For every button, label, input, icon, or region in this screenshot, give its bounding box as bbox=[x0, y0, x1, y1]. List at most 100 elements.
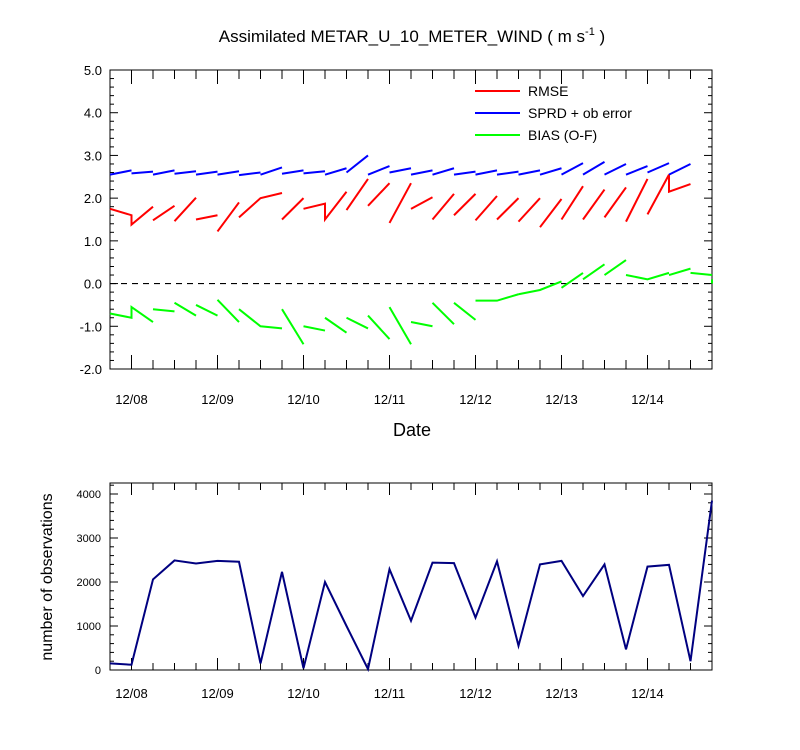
series-line-rmse bbox=[281, 197, 305, 221]
series-line-sprd-ob-error bbox=[217, 170, 240, 176]
top-chart: Assimilated METAR_U_10_METER_WIND ( m s-… bbox=[80, 26, 713, 440]
plot-frame bbox=[109, 482, 713, 671]
y-tick-label: 3.0 bbox=[84, 148, 102, 163]
series-line-sprd-ob-error bbox=[260, 166, 283, 176]
y-tick-label: -2.0 bbox=[80, 362, 102, 377]
series-line-sprd-ob-error bbox=[410, 169, 433, 176]
series-line-bias-o-f- bbox=[431, 302, 455, 325]
series-line-sprd-ob-error bbox=[496, 170, 519, 176]
series-line-sprd-ob-error bbox=[195, 170, 218, 176]
series-line-rmse bbox=[216, 201, 240, 233]
x-tick-label: 12/09 bbox=[201, 392, 234, 407]
series-line-rmse bbox=[625, 178, 649, 223]
bottom-chart: number of observations 0 1000 2000 3000 4000… bbox=[39, 482, 713, 701]
series-line-sprd-ob-error bbox=[367, 165, 390, 176]
x-tick-label: 12/12 bbox=[459, 686, 492, 701]
series-line-bias-o-f- bbox=[388, 306, 412, 345]
series-line-sprd-ob-error bbox=[109, 169, 132, 176]
chart-title-main: Assimilated METAR_U_10_METER_WIND bbox=[219, 27, 543, 46]
series-line-sprd-ob-error bbox=[453, 170, 476, 176]
x-tick-label: 12/09 bbox=[201, 686, 234, 701]
y-tick-label: 4.0 bbox=[84, 106, 102, 121]
series-line-bias-o-f- bbox=[475, 293, 519, 302]
series-line-bias-o-f- bbox=[625, 271, 670, 281]
y-tick-label: 2.0 bbox=[84, 191, 102, 206]
x-tick-label: 12/10 bbox=[287, 686, 320, 701]
series-line-bias-o-f- bbox=[668, 267, 691, 276]
x-tick-label: 12/11 bbox=[374, 392, 406, 407]
series-line-sprd-ob-error bbox=[324, 167, 347, 176]
series-line-sprd-ob-error bbox=[281, 169, 304, 175]
y-tick-label: 1.0 bbox=[84, 234, 102, 249]
series-line-rmse bbox=[474, 195, 498, 222]
series-line-sprd-ob-error bbox=[561, 162, 584, 176]
series-line-bias-o-f- bbox=[582, 263, 606, 281]
x-tick-label: 12/14 bbox=[631, 686, 664, 701]
chart-title-units-exp: -1 bbox=[585, 26, 595, 38]
series-line-bias-o-f- bbox=[518, 280, 562, 296]
series-line-sprd-ob-error bbox=[152, 169, 175, 176]
series-line-sprd-ob-error bbox=[345, 154, 369, 174]
chart-title-units: ( m s bbox=[547, 27, 585, 46]
series-line-rmse bbox=[496, 197, 520, 221]
y-tick-label: 1000 bbox=[77, 621, 101, 633]
series-line-sprd-ob-error bbox=[647, 162, 670, 174]
series-line-rmse bbox=[539, 198, 563, 228]
y-tick-label: 0 bbox=[95, 665, 101, 677]
series-line-sprd-ob-error bbox=[668, 163, 691, 176]
series-line-rmse bbox=[173, 197, 197, 222]
series-line-bias-o-f- bbox=[216, 299, 240, 323]
series-line-bias-o-f- bbox=[346, 316, 369, 330]
series-line-bias-o-f- bbox=[367, 314, 391, 340]
series-line-rmse bbox=[238, 192, 283, 219]
series-line-rmse bbox=[517, 197, 541, 223]
series-line-sprd-ob-error bbox=[174, 170, 197, 175]
y-tick-label: 4000 bbox=[77, 489, 101, 501]
series-line-sprd-ob-error bbox=[303, 170, 326, 175]
x-tick-label: 12/08 bbox=[115, 686, 148, 701]
series-line-rmse bbox=[431, 193, 455, 221]
series-line-rmse bbox=[367, 182, 391, 207]
series-line-rmse bbox=[303, 191, 348, 223]
y-tick-label: 0.0 bbox=[84, 277, 102, 292]
y-tick-label: 2000 bbox=[77, 577, 101, 589]
y-tick-label: 3000 bbox=[77, 533, 101, 545]
y-tick-label: 5.0 bbox=[84, 63, 102, 78]
x-tick-label: 12/11 bbox=[374, 686, 406, 701]
series-line-bias-o-f- bbox=[109, 305, 154, 323]
x-tick-label: 12/14 bbox=[631, 392, 664, 407]
series-line-bias-o-f- bbox=[303, 325, 326, 332]
series-line-bias-o-f- bbox=[324, 316, 348, 334]
legend-label: RMSE bbox=[528, 83, 568, 99]
series-line-rmse bbox=[109, 205, 154, 227]
legend-label: BIAS (O-F) bbox=[528, 127, 597, 143]
series-line-bias-o-f- bbox=[560, 272, 584, 289]
series-line-sprd-ob-error bbox=[625, 165, 648, 176]
series-line-bias-o-f- bbox=[238, 308, 283, 330]
series-line-bias-o-f- bbox=[410, 321, 433, 328]
series-line-rmse bbox=[453, 193, 477, 216]
series-line-sprd-ob-error bbox=[238, 171, 261, 177]
x-tick-label: 12/08 bbox=[115, 392, 148, 407]
series-line-rmse bbox=[345, 178, 369, 211]
series-line-rmse bbox=[152, 205, 176, 222]
x-tick-label: 12/10 bbox=[287, 392, 320, 407]
series-line-rmse bbox=[646, 174, 691, 215]
series-line-sprd-ob-error bbox=[432, 167, 455, 176]
series-line-bias-o-f- bbox=[453, 302, 477, 321]
series-line-bias-o-f- bbox=[152, 308, 175, 313]
y-tick-label: -1.0 bbox=[80, 319, 102, 334]
series-line-sprd-ob-error bbox=[518, 169, 541, 176]
x-tick-label: 12/12 bbox=[459, 392, 492, 407]
x-tick-label: 12/13 bbox=[545, 392, 578, 407]
series-line-bias-o-f- bbox=[690, 271, 713, 277]
legend-label: SPRD + ob error bbox=[528, 105, 632, 121]
series-line-sprd-ob-error bbox=[131, 170, 154, 175]
x-axis-label: Date bbox=[393, 420, 431, 440]
chart-title-units-close: ) bbox=[595, 27, 605, 46]
x-tick-label: 12/13 bbox=[545, 686, 578, 701]
series-line-sprd-ob-error bbox=[604, 163, 627, 176]
series-line-bias-o-f- bbox=[603, 259, 627, 276]
series-line-rmse bbox=[388, 182, 412, 224]
